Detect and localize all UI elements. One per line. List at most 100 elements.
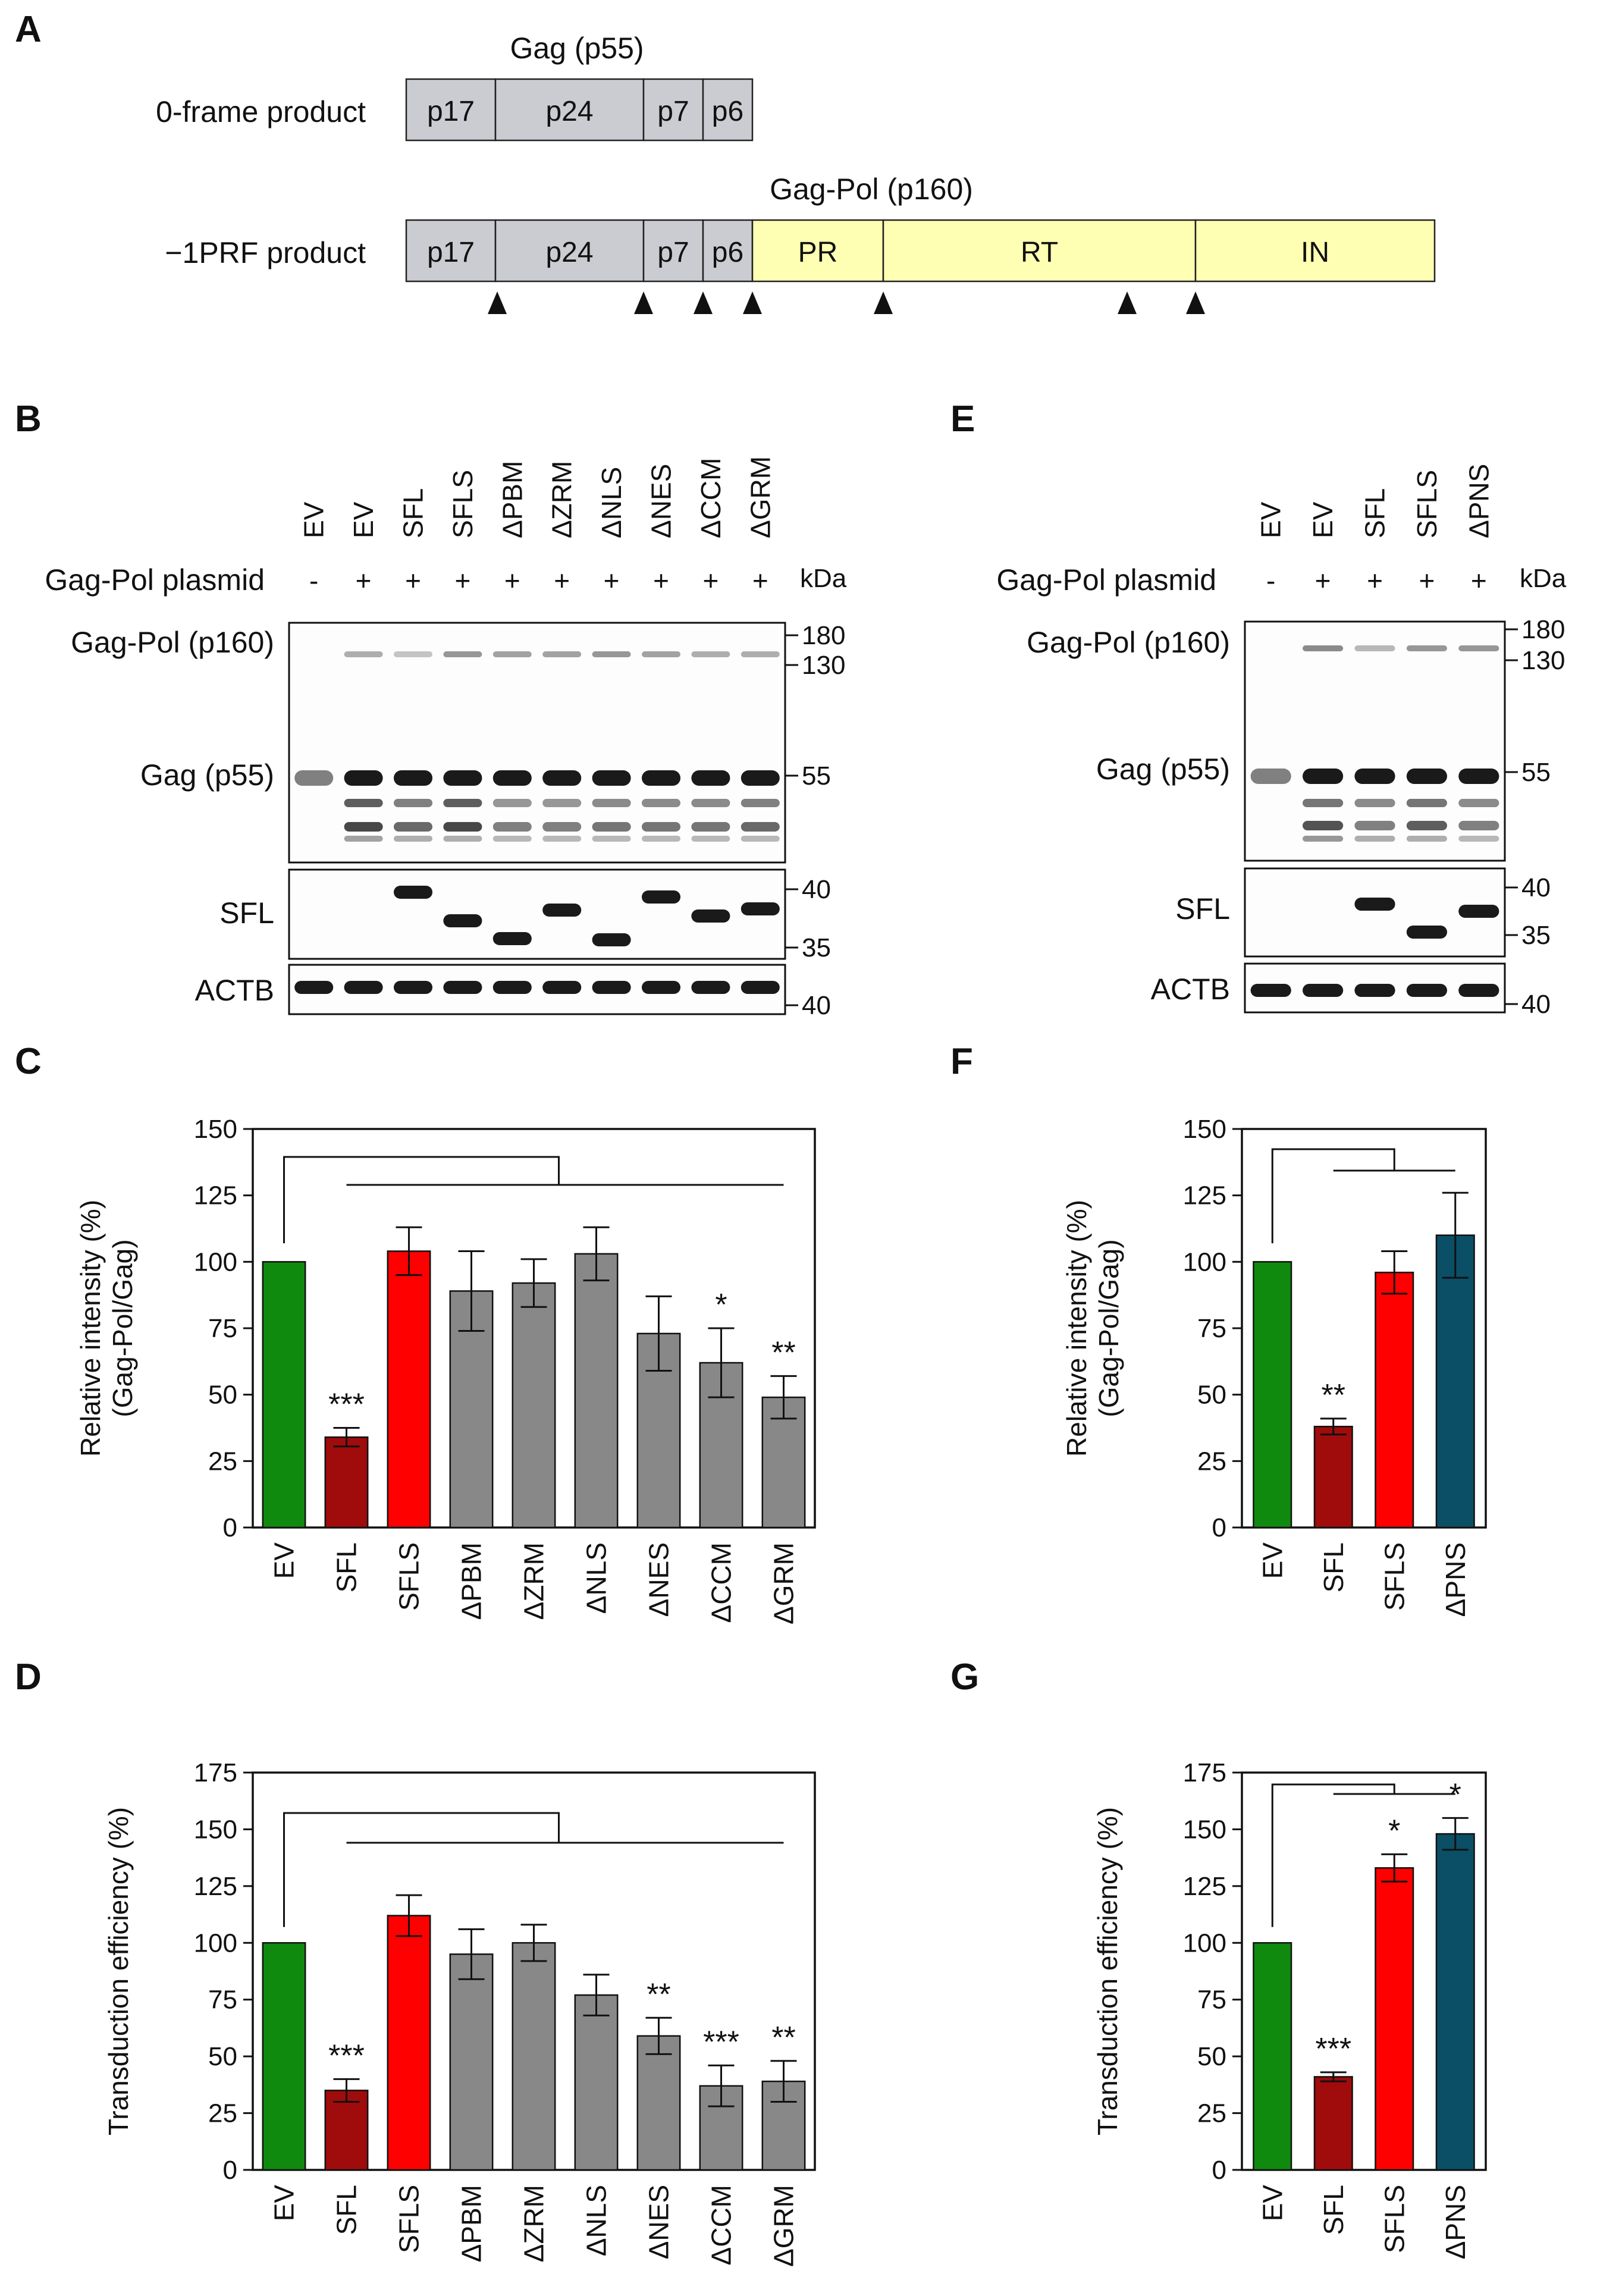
blot-band bbox=[294, 981, 334, 994]
row2-domain-label: p17 bbox=[427, 237, 475, 268]
row2-domain-box bbox=[751, 219, 884, 283]
blot-band bbox=[1354, 836, 1395, 842]
plasmid-label: Gag-Pol plasmid bbox=[996, 563, 1216, 597]
row2-domain-label: p7 bbox=[657, 237, 689, 268]
y-tick-label: 150 bbox=[1183, 1115, 1226, 1144]
blot-band bbox=[443, 651, 482, 657]
blot-band bbox=[592, 651, 631, 657]
plot-frame bbox=[1241, 1771, 1487, 2171]
blot-band bbox=[542, 836, 582, 842]
comparison-bracket bbox=[283, 1812, 560, 1927]
x-category-label: ΔGRM bbox=[768, 2185, 799, 2267]
blot-band bbox=[443, 914, 482, 927]
row2-domain-label: p24 bbox=[545, 237, 593, 268]
gag-title: Gag (p55) bbox=[510, 32, 644, 65]
blot-band bbox=[641, 822, 681, 832]
x-category-label: ΔPNS bbox=[1440, 2185, 1471, 2259]
blot-band bbox=[1303, 769, 1344, 784]
marker-label: 130 bbox=[802, 651, 845, 680]
y-tick-label: 50 bbox=[208, 2042, 237, 2071]
blot-band bbox=[741, 836, 780, 842]
significance-label: *** bbox=[1315, 2032, 1351, 2066]
bar-chart-f: 0 25 50 75 100 125 150 Relative intensity (%) (G… bbox=[1061, 1115, 1487, 1617]
row2-label: −1PRF product bbox=[165, 236, 366, 269]
blot-band bbox=[492, 981, 532, 994]
blot-band bbox=[393, 886, 433, 899]
kda-label: kDa bbox=[1520, 564, 1567, 593]
blot-band bbox=[1458, 984, 1499, 997]
bar bbox=[636, 2035, 681, 2171]
blot-band bbox=[492, 822, 532, 832]
bar bbox=[512, 1942, 556, 2171]
blot-band bbox=[691, 836, 730, 842]
y-tick-label: 100 bbox=[1183, 1247, 1226, 1276]
marker-label: 40 bbox=[802, 875, 831, 904]
marker-label: 180 bbox=[802, 621, 845, 650]
marker-label: 35 bbox=[1521, 921, 1551, 950]
plasmid-sign: + bbox=[554, 565, 570, 596]
marker-label: 55 bbox=[802, 761, 831, 791]
y-tick-label: 0 bbox=[1212, 1513, 1226, 1542]
blot-band bbox=[641, 836, 681, 842]
blot-band bbox=[1406, 926, 1447, 939]
bar bbox=[1375, 1867, 1414, 2171]
plasmid-sign: + bbox=[702, 565, 719, 596]
blot-band bbox=[1458, 769, 1499, 784]
y-tick-label: 0 bbox=[223, 2156, 237, 2185]
blot-band bbox=[592, 799, 631, 807]
blot-band bbox=[344, 981, 383, 994]
x-category-label: ΔNLS bbox=[581, 1542, 612, 1614]
significance-label: *** bbox=[328, 1388, 365, 1422]
blot-band bbox=[1458, 799, 1499, 807]
lane-label: SFL bbox=[398, 488, 429, 538]
x-category-label: SFLS bbox=[394, 1542, 425, 1611]
y-tick-label: 100 bbox=[194, 1928, 237, 1958]
x-category-label: ΔNLS bbox=[581, 2185, 612, 2256]
row1-domain-label: p7 bbox=[657, 96, 689, 127]
blot-band bbox=[691, 651, 730, 657]
blot-band bbox=[641, 981, 681, 994]
blot-band bbox=[1303, 645, 1344, 651]
bar-chart-c: 0 25 50 75 100 125 150 Relative intensity (%) (G… bbox=[75, 1115, 816, 1624]
marker-label: 40 bbox=[802, 991, 831, 1020]
blot-band bbox=[592, 836, 631, 842]
significance-label: *** bbox=[703, 2025, 739, 2059]
y-tick-label: 0 bbox=[223, 1513, 237, 1542]
blot-band bbox=[691, 909, 730, 923]
row2-domains: p17 p24 p7 p6 PR RT IN bbox=[405, 219, 1436, 283]
bar bbox=[387, 1250, 431, 1529]
y-axis-label: Relative intensity (%) bbox=[75, 1200, 106, 1457]
bar bbox=[1435, 1234, 1475, 1529]
blot-band bbox=[443, 822, 482, 832]
bar bbox=[1435, 1833, 1475, 2171]
blot-band bbox=[1406, 645, 1447, 651]
x-category-label: ΔPBM bbox=[456, 2185, 487, 2262]
y-axis-label: Transduction efficiency (%) bbox=[103, 1807, 134, 2135]
panel-label-b: B bbox=[15, 399, 42, 440]
y-tick-label: 150 bbox=[194, 1115, 237, 1144]
blot-band bbox=[1303, 799, 1344, 807]
significance-label: ** bbox=[1322, 1378, 1345, 1413]
blot-band bbox=[492, 799, 532, 807]
panel-label-a: A bbox=[15, 9, 42, 50]
plasmid-sign: + bbox=[752, 565, 768, 596]
x-category-label: ΔGRM bbox=[768, 1542, 799, 1624]
row2-domain-label: RT bbox=[1021, 237, 1058, 268]
bar bbox=[574, 1994, 619, 2171]
blot-band bbox=[492, 651, 532, 657]
blot-band bbox=[641, 651, 681, 657]
significance-label: * bbox=[715, 1288, 727, 1322]
x-category-label: ΔZRM bbox=[519, 1542, 550, 1620]
row2-domain-box bbox=[1194, 219, 1436, 283]
x-category-label: SFL bbox=[331, 2185, 362, 2235]
blot-band bbox=[393, 651, 433, 657]
lane-label: ΔPNS bbox=[1463, 464, 1494, 538]
marker-label: 130 bbox=[1521, 646, 1565, 675]
y-tick-label: 50 bbox=[1197, 1381, 1226, 1410]
marker-label: 55 bbox=[1521, 758, 1551, 787]
cleavage-triangle bbox=[634, 291, 653, 314]
blot-band bbox=[641, 770, 681, 786]
plasmid-sign: - bbox=[1266, 565, 1275, 596]
blot-band bbox=[542, 651, 582, 657]
panel-label-d: D bbox=[15, 1657, 42, 1698]
